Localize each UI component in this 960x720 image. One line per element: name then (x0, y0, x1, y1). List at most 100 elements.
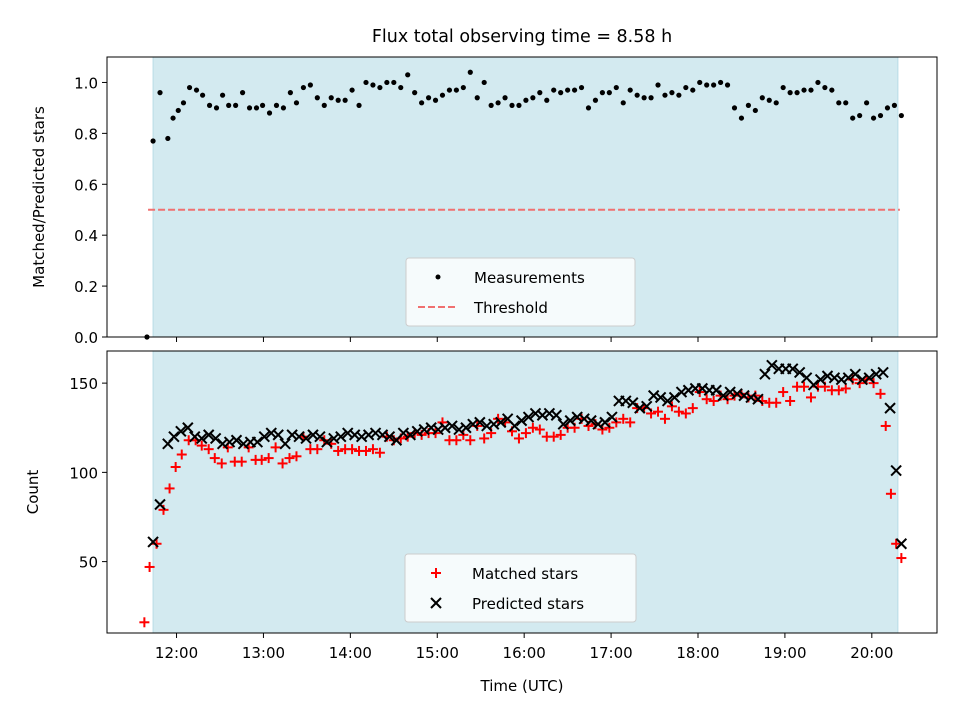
predicted-star-point (821, 370, 834, 382)
y-tick-label: 0.4 (74, 227, 98, 245)
measurement-point (648, 95, 654, 101)
predicted-star-point (383, 430, 396, 443)
predicted-star-point (592, 418, 604, 430)
matched-star-point (880, 420, 891, 431)
predicted-star-point (376, 429, 389, 441)
x-axis-label: Time (UTC) (480, 677, 564, 695)
matched-star-point (534, 424, 545, 435)
measurement-point (481, 79, 487, 86)
measurement-point (857, 112, 863, 119)
predicted-star-point (175, 425, 187, 438)
matched-star-point (176, 449, 187, 460)
matched-star-point (555, 429, 566, 440)
predicted-star-point (884, 402, 896, 414)
predicted-star-point (348, 429, 361, 441)
predicted-star-point (397, 427, 410, 439)
matched-star-point (270, 442, 281, 453)
predicted-star-point (620, 395, 632, 407)
predicted-star-point (286, 429, 298, 441)
measurement-point (877, 112, 884, 119)
measurement-point (328, 95, 334, 101)
measurement-point (787, 90, 793, 96)
measurement-point (850, 115, 856, 121)
measurement-point (239, 90, 246, 96)
measurement-point (898, 112, 904, 119)
matched-star-point (360, 445, 371, 456)
matched-star-point (151, 538, 162, 549)
matched-star-point (833, 385, 844, 396)
measurement-point (307, 82, 313, 88)
predicted-star-point (223, 436, 236, 448)
measurement-point (432, 97, 439, 103)
x-tick-label: 13:00 (242, 644, 285, 662)
matched-star-point (785, 395, 796, 406)
y-tick-label: 0.2 (74, 278, 98, 296)
predicted-star-point (230, 434, 243, 446)
predicted-star-point (661, 395, 674, 407)
predicted-star-point (849, 368, 862, 380)
measurement-point (246, 105, 253, 111)
measurement-point (398, 84, 404, 91)
predicted-star-point (293, 430, 305, 443)
matched-star-point (520, 428, 531, 439)
measurement-point (884, 105, 891, 111)
predicted-star-point (647, 389, 660, 402)
matched-star-point (799, 381, 810, 392)
x-tick-label: 15:00 (416, 644, 459, 662)
measurement-point (697, 79, 703, 86)
matched-star-point (451, 435, 462, 446)
predicted-star-point (585, 414, 597, 427)
matched-star-point (479, 433, 490, 444)
matched-star-point (170, 462, 181, 473)
matched-star-point (896, 553, 907, 564)
predicted-star-point (460, 422, 472, 434)
measurement-point (864, 100, 870, 106)
predicted-star-point (237, 438, 250, 450)
measurement-point (200, 92, 206, 98)
measurement-point (180, 100, 187, 106)
predicted-star-point (536, 409, 549, 421)
matched-star-point (277, 458, 288, 469)
measurement-point (711, 82, 717, 88)
measurement-point (460, 84, 466, 91)
matched-star-point (618, 413, 629, 424)
matched-star-point (164, 483, 175, 494)
predicted-star-point (335, 430, 347, 443)
matched-star-point (778, 387, 789, 398)
predicted-star-point (189, 430, 201, 443)
measurement-point (439, 92, 446, 98)
measurement-point (356, 102, 362, 108)
matched-star-point (236, 456, 247, 467)
matched-star-point (291, 451, 302, 462)
measurement-point (662, 92, 668, 98)
predicted-star-point (196, 432, 208, 445)
measurement-point (620, 100, 626, 106)
predicted-star-point (522, 411, 535, 423)
predicted-star-point (807, 379, 820, 391)
measurement-point (822, 84, 828, 91)
matched-star-point (891, 538, 902, 549)
measurement-point (384, 79, 390, 86)
legend-predicted-marker (430, 597, 442, 609)
measurement-point (321, 102, 327, 108)
y-tick-label: 150 (69, 375, 98, 393)
measurement-point (273, 102, 280, 108)
measurement-point (752, 107, 758, 114)
measurement-point (780, 84, 786, 91)
legend-measurements-label: Measurements (474, 269, 585, 287)
measurement-point (253, 105, 260, 111)
predicted-star-point (731, 388, 743, 400)
predicted-star-point (766, 359, 778, 371)
predicted-star-point (168, 430, 180, 443)
predicted-star-point (182, 422, 194, 434)
x-tick-label: 17:00 (589, 644, 632, 662)
matched-star-point (347, 444, 358, 455)
matched-star-point (216, 458, 227, 469)
axes-frame (106, 350, 938, 634)
predicted-star-point (550, 409, 563, 421)
measurement-point (836, 100, 842, 106)
matched-star-point (144, 561, 155, 572)
x-tick-label: 12:00 (155, 644, 198, 662)
predicted-star-point (578, 413, 590, 425)
measurement-point (870, 115, 877, 121)
